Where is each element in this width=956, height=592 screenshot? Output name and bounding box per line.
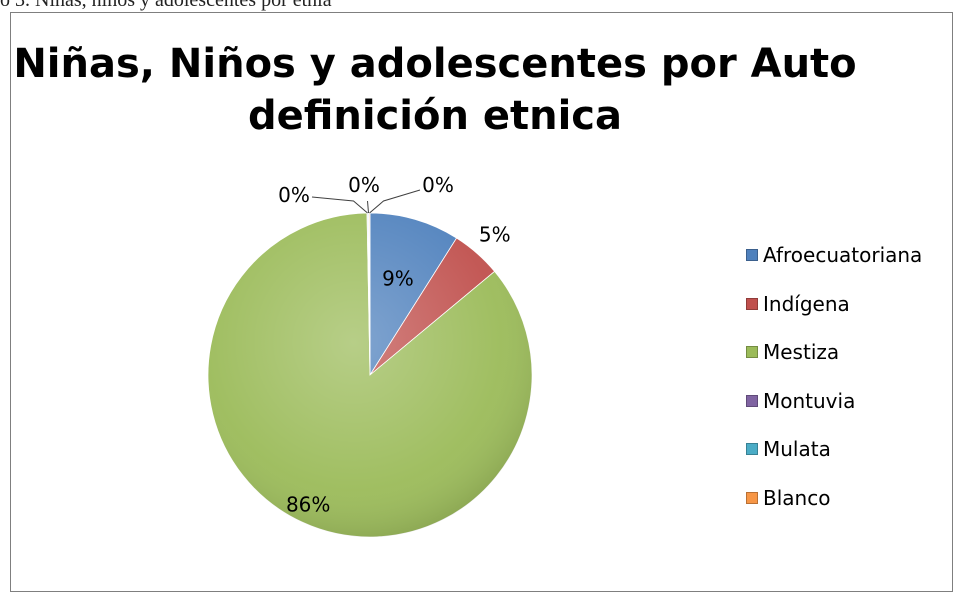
data-label-mulata: 0% — [348, 173, 380, 197]
legend-item-indigena: Indígena — [746, 280, 922, 329]
legend-label: Mulata — [763, 437, 831, 462]
legend-label: Blanco — [763, 485, 831, 510]
legend-item-montuvia: Montuvia — [746, 377, 922, 426]
legend-swatch — [746, 297, 758, 310]
data-label-blanco: 0% — [422, 173, 454, 197]
legend-label: Afroecuatoriana — [763, 243, 923, 268]
leader-line-blanco — [369, 189, 421, 214]
chart-title-line-1: Niñas, Niños y adolescentes por Auto — [13, 41, 857, 87]
leader-line-mulata — [367, 200, 370, 214]
legend-label: Montuvia — [763, 388, 856, 413]
data-label-montuvia: 0% — [278, 183, 310, 207]
figure-caption: o 3. Niñas, niños y adolescentes por etn… — [0, 0, 332, 11]
leader-line-montuvia — [311, 196, 368, 214]
data-label-afroecuatoriana: 9% — [382, 267, 414, 291]
data-label-indigena: 5% — [479, 222, 511, 246]
legend-label: Indígena — [763, 291, 850, 316]
data-label-mestiza: 86% — [286, 492, 330, 516]
legend-swatch — [746, 249, 758, 262]
legend-item-mulata: Mulata — [746, 425, 922, 474]
chart-title: Niñas, Niños y adolescentes por Auto def… — [0, 38, 870, 142]
legend-item-afroecuatoriana: Afroecuatoriana — [746, 231, 922, 280]
legend-swatch — [746, 491, 758, 504]
chart-title-line-2: definición etnica — [247, 93, 623, 139]
legend-swatch — [746, 443, 758, 456]
legend-swatch — [746, 394, 758, 407]
legend: Afroecuatoriana Indígena Mestiza Montuvi… — [746, 231, 922, 522]
legend-swatch — [746, 346, 758, 359]
pie-gloss — [208, 213, 532, 537]
legend-label: Mestiza — [763, 340, 840, 365]
legend-item-blanco: Blanco — [746, 474, 922, 523]
legend-item-mestiza: Mestiza — [746, 328, 922, 377]
